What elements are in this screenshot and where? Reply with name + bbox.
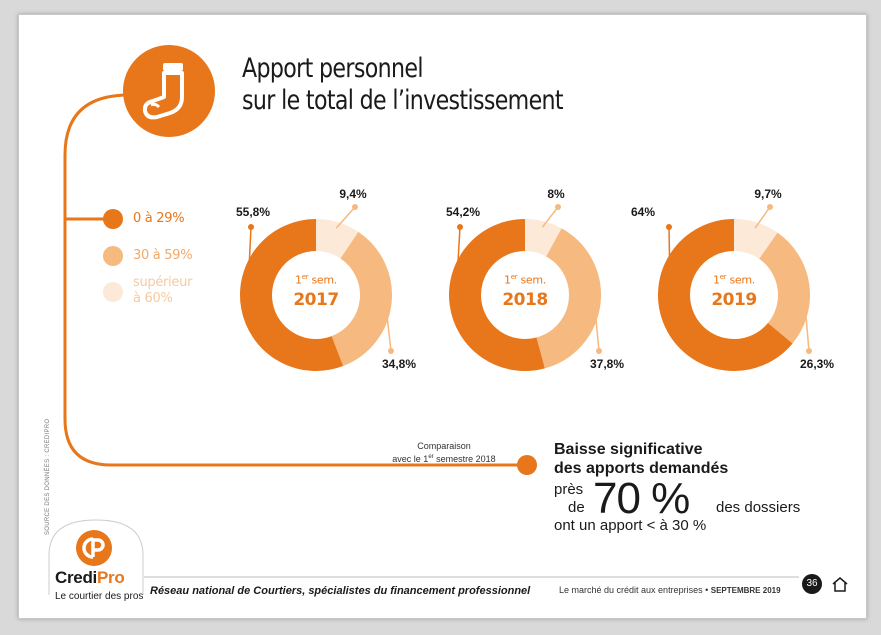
comparison-line-2: avec le 1er semestre 2018 [369, 452, 519, 465]
chart1-sem-label: sem. [311, 273, 338, 287]
title-line-2: sur le total de l’investissement [242, 85, 564, 116]
home-icon[interactable] [831, 575, 849, 593]
brand-subtitle: Le courtier des pros [55, 591, 144, 602]
chart3-slice-1 [758, 232, 810, 344]
chart1-leader-dot-1 [388, 348, 394, 354]
chart3-leader-dot-0 [666, 224, 672, 230]
chart3-sem-label: sem. [729, 273, 756, 287]
chart1-leader-dot-2 [352, 204, 358, 210]
chart2-slice-2 [524, 219, 562, 257]
brand-name: CrediPro [55, 568, 125, 588]
sock-icon [123, 45, 215, 137]
chart1-label-0: 55,8% [235, 205, 271, 219]
chart1-slice-1 [331, 231, 392, 367]
comparison-line-1: Comparaison [417, 441, 471, 451]
chart1-leader-1 [384, 302, 392, 352]
chart2-leader-dot-1 [596, 348, 602, 354]
comparison-line-2-sup: er [428, 454, 434, 460]
footer-right-date: SEPTEMBRE 2019 [710, 586, 781, 595]
page-title: Apport personnel sur le total de l’inves… [242, 53, 564, 117]
chart1-label-2: 9,4% [339, 187, 367, 201]
highlight-title: Baisse significative des apports demandé… [554, 440, 728, 478]
chart1-leader-dot-0 [248, 224, 254, 230]
chart1-sem-sup: er [301, 273, 309, 281]
title-line-1: Apport personnel [242, 53, 423, 84]
chart3-label-2: 9,7% [754, 187, 782, 201]
chart3-leader-dot-2 [767, 204, 773, 210]
chart2-label-0: 54,2% [445, 205, 481, 219]
chart1-leader-0 [246, 226, 252, 308]
footer-right-text: Le marché du crédit aux entreprises • [559, 585, 711, 595]
chart2-year: 2018 [502, 289, 548, 310]
chart2-sem-num: 1 [503, 273, 511, 287]
brand-name-accent: Pro [96, 568, 125, 587]
chart2-leader-dot-0 [457, 224, 463, 230]
source-note: SOURCE DES DONNÉES : CREDIPRO [45, 418, 51, 535]
footer-publication: Le marché du crédit aux entreprises • SE… [559, 585, 781, 595]
chart3-slice-2 [733, 219, 778, 260]
highlight-pres: près [554, 481, 584, 498]
chart3-center: 1er sem. 2019 [711, 273, 757, 310]
legend-label-2: 30 à 59% [133, 248, 193, 263]
chart3-leader-dot-1 [806, 348, 812, 354]
chart2-slice-1 [535, 228, 601, 369]
chart3-leader-2 [754, 206, 771, 229]
chart2-sem-label: sem. [520, 273, 547, 287]
chart2-leader-dot-2 [555, 204, 561, 210]
chart3-label-1: 26,3% [799, 357, 835, 371]
chart1-label-1: 34,8% [381, 357, 417, 371]
chart3-leader-1 [802, 285, 810, 352]
chart2-label-1: 37,8% [589, 357, 625, 371]
chart2-sem-sup: er [510, 273, 518, 281]
legend-swatch-1 [103, 209, 123, 229]
brand-name-dark: Credi [55, 568, 97, 587]
timeline-end-dot [517, 455, 537, 475]
highlight-title-1: Baisse significative [554, 441, 703, 458]
chart1-slice-2 [315, 219, 359, 259]
footer-tagline: Réseau national de Courtiers, spécialist… [150, 585, 531, 597]
chart3-slice-0 [658, 219, 793, 371]
connector-lines [63, 93, 537, 475]
credipro-logo-icon [76, 530, 112, 566]
legend-label-3a: supérieur [133, 275, 193, 290]
chart1-sem-num: 1 [294, 273, 302, 287]
legend-label-1: 0 à 29% [133, 211, 185, 226]
page: Apport personnel sur le total de l’inves… [18, 14, 867, 619]
legend-label-3b: à 60% [133, 291, 173, 306]
chart2-leader-1 [593, 303, 600, 352]
chart2-slice-0 [449, 219, 545, 371]
highlight-big-value: 70 % [593, 474, 690, 523]
chart3-leader-0 [668, 226, 672, 325]
chart3-sem-sup: er [719, 273, 727, 281]
page-number: 36 [802, 574, 822, 594]
highlight-title-2: des apports demandés [554, 460, 729, 477]
comparison-note: Comparaison avec le 1er semestre 2018 [369, 441, 519, 465]
comparison-line-2-pre: avec le 1 [392, 454, 429, 464]
chart1-center: 1er sem. 2017 [293, 273, 339, 310]
chart3-sem-num: 1 [712, 273, 720, 287]
highlight-des-dossiers: des dossiers [716, 499, 801, 516]
chart1-year: 2017 [293, 289, 339, 310]
legend-swatch-2 [103, 246, 123, 266]
donut-charts [240, 204, 812, 371]
chart1-slice-0 [240, 219, 344, 371]
chart2-leader-0 [454, 226, 461, 305]
chart3-year: 2019 [711, 289, 757, 310]
chart3-label-0: 64% [630, 205, 656, 219]
chart2-center: 1er sem. 2018 [502, 273, 548, 310]
chart1-leader-2 [335, 206, 356, 229]
comparison-line-2-post: semestre 2018 [433, 454, 496, 464]
chart2-label-2: 8% [547, 187, 565, 201]
highlight-de: de [568, 499, 585, 516]
chart2-leader-2 [541, 206, 559, 228]
legend-swatch-3 [103, 282, 123, 302]
highlight-last-line: ont un apport < à 30 % [554, 517, 707, 534]
